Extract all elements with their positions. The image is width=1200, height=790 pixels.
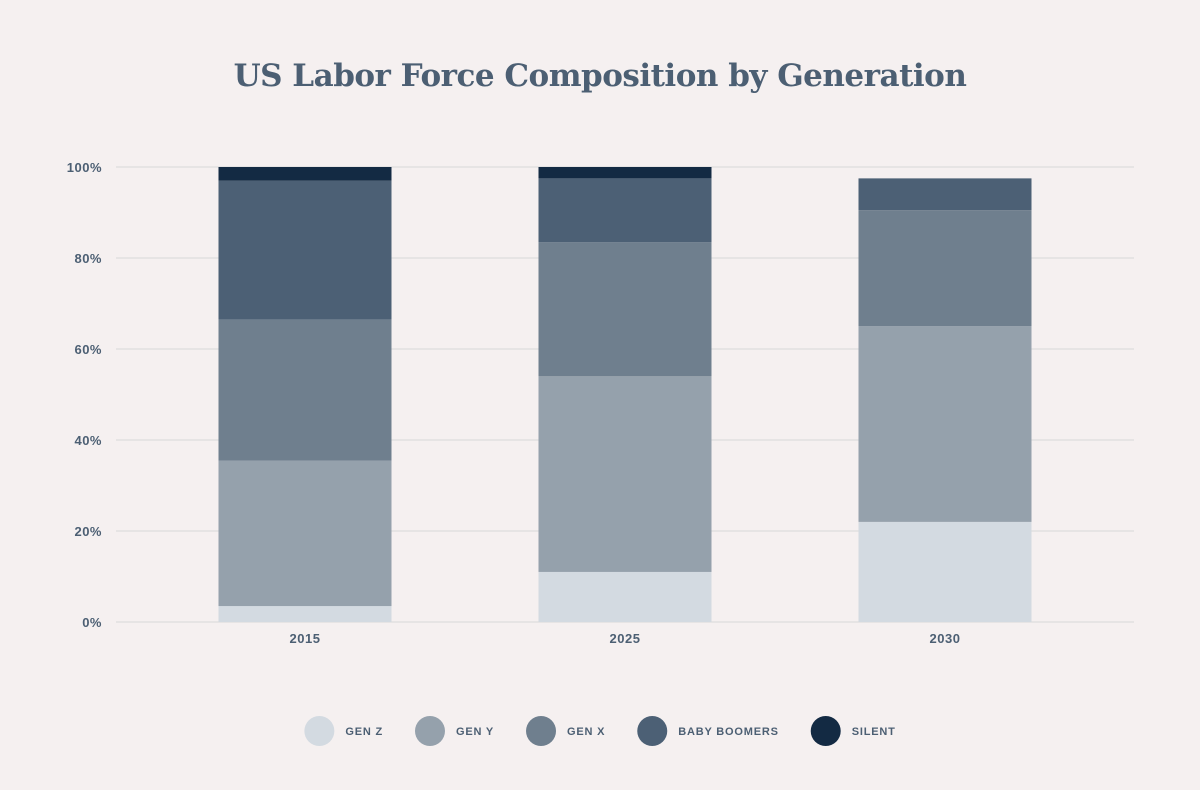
bar-segment	[538, 242, 712, 377]
bar-segment	[218, 180, 392, 320]
x-tick-label: 2025	[610, 631, 641, 646]
bar-segment	[218, 460, 392, 607]
legend-swatch	[810, 716, 841, 746]
x-tick-label: 2015	[290, 631, 321, 646]
x-tick-label: 2030	[930, 631, 961, 646]
legend-label: GEN X	[567, 726, 605, 738]
y-tick-label: 20%	[74, 524, 102, 539]
y-tick-label: 100%	[67, 160, 102, 175]
legend-swatch	[526, 716, 557, 746]
legend-label: BABY BOOMERS	[678, 726, 778, 738]
legend-swatch	[414, 716, 445, 746]
y-tick-label: 40%	[74, 433, 102, 448]
legend-label: GEN Y	[456, 726, 494, 738]
legend-swatch	[304, 716, 335, 746]
bar-segment	[538, 167, 712, 179]
bar-segment	[218, 319, 392, 461]
bar-segment	[858, 326, 1032, 522]
bar-segment	[218, 606, 392, 622]
bar-segment	[538, 571, 712, 622]
bar-segment	[218, 167, 392, 181]
bar-segment	[538, 376, 712, 572]
bar-segment	[858, 210, 1032, 327]
bar-segment	[858, 178, 1032, 211]
y-tick-label: 60%	[74, 342, 102, 357]
legend-label: SILENT	[852, 726, 896, 738]
bar-segment	[858, 521, 1032, 622]
y-tick-label: 0%	[82, 615, 102, 630]
bar-segment	[538, 178, 712, 243]
legend-swatch	[637, 716, 668, 746]
y-tick-label: 80%	[74, 251, 102, 266]
legend-label: GEN Z	[345, 726, 383, 738]
chart-title: US Labor Force Composition by Generation	[233, 58, 967, 94]
